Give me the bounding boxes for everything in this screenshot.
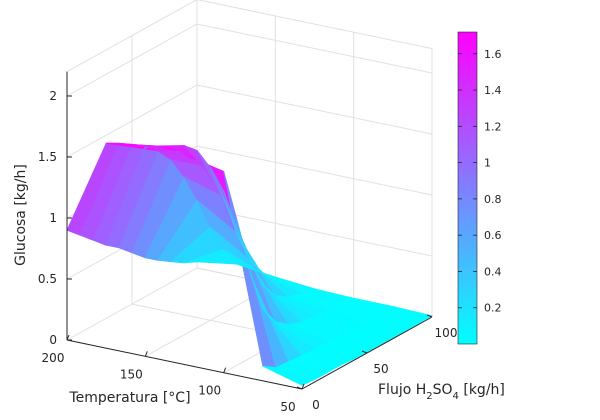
colorbar-tick-label: 0.6 — [484, 229, 502, 242]
z-tick-label: 0 — [49, 333, 57, 347]
surface — [67, 143, 432, 385]
x-tick-label: 50 — [280, 400, 295, 414]
x-tick-label: 100 — [198, 384, 221, 398]
colorbar-tick-label: 1.2 — [484, 120, 502, 133]
y-tick-label: 100 — [435, 326, 458, 340]
colorbar-tick-label: 1.4 — [484, 84, 502, 97]
y-tick-label: 0 — [312, 398, 320, 412]
z-tick-label: 1 — [49, 211, 57, 225]
x-axis-label: Temperatura [°C] — [68, 390, 190, 406]
gridline — [197, 0, 432, 49]
colorbar-tick-label: 0.2 — [484, 302, 502, 315]
colorbar-tick-label: 0.8 — [484, 193, 502, 206]
x-tick-label: 200 — [42, 351, 65, 365]
gridline — [197, 85, 432, 134]
y-tick-label: 50 — [373, 362, 388, 376]
colorbar — [458, 32, 477, 344]
colorbar-tick-label: 0.4 — [484, 265, 502, 278]
z-axis-label: Glucosa [kg/h] — [13, 164, 29, 266]
colorbar-tick-label: 1 — [484, 157, 491, 170]
z-tick-label: 1.5 — [38, 150, 57, 164]
y-axis-label: Flujo H2SO4 [kg/h] — [378, 382, 505, 402]
gridline — [197, 24, 432, 73]
x-tick-label: 150 — [120, 367, 143, 381]
z-tick-label: 0.5 — [38, 272, 57, 286]
gridline — [197, 146, 432, 195]
colorbar-tick-label: 1.6 — [484, 48, 502, 61]
z-tick-label: 2 — [49, 89, 57, 103]
